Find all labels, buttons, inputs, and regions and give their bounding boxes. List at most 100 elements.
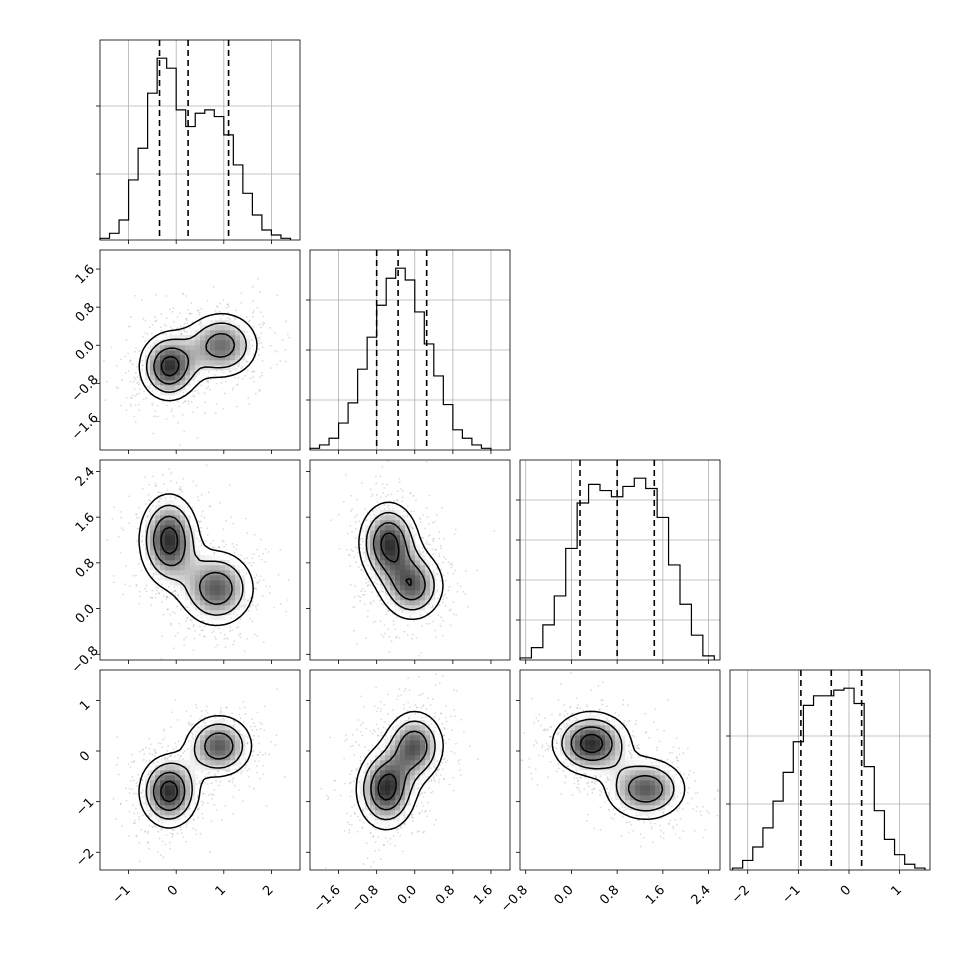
density-cell — [415, 580, 421, 586]
sample-point — [412, 494, 415, 497]
sample-point — [166, 608, 169, 611]
sample-point — [450, 750, 453, 753]
sample-point — [493, 530, 496, 533]
sample-point — [147, 830, 150, 833]
density-cell — [215, 595, 221, 601]
sample-point — [225, 519, 227, 522]
density-cell — [395, 575, 401, 581]
sample-point — [448, 738, 451, 741]
sample-point — [229, 371, 232, 373]
sample-point — [208, 505, 211, 508]
sample-point — [262, 315, 264, 318]
sample-point — [455, 614, 458, 616]
density-cell — [400, 570, 406, 576]
sample-point — [364, 745, 367, 748]
sample-point — [367, 580, 370, 583]
sample-point — [207, 380, 210, 383]
sample-point — [143, 753, 146, 756]
sample-point — [185, 295, 188, 297]
sample-point — [154, 751, 157, 754]
sample-point — [157, 578, 160, 580]
sample-point — [196, 437, 199, 440]
sample-point — [240, 605, 243, 608]
density-cell — [155, 350, 161, 356]
sample-point — [140, 828, 143, 831]
density-cell — [160, 510, 166, 516]
density-cell — [215, 345, 221, 351]
density-cell — [195, 570, 201, 576]
sample-point — [146, 333, 149, 335]
sample-point — [258, 579, 261, 582]
sample-point — [177, 594, 180, 597]
sample-point — [187, 400, 190, 402]
sample-point — [128, 787, 131, 790]
density-cell — [175, 520, 181, 526]
density-cell — [165, 565, 171, 571]
sample-point — [453, 709, 456, 711]
sample-point — [370, 495, 373, 498]
sample-point — [232, 522, 235, 525]
sample-point — [426, 515, 429, 518]
sample-point — [148, 386, 151, 389]
sample-point — [258, 323, 261, 326]
density-cell — [165, 505, 171, 511]
sample-point — [138, 409, 141, 411]
sample-point — [438, 718, 441, 720]
density-cell — [225, 560, 231, 566]
sample-point — [164, 843, 167, 846]
density-cell — [400, 580, 406, 586]
density-cell — [235, 725, 241, 731]
sample-point — [215, 808, 218, 811]
density-cell — [215, 615, 221, 621]
sample-point — [193, 390, 196, 393]
sample-point — [364, 508, 367, 511]
density-cell — [180, 380, 186, 386]
sample-point — [259, 721, 262, 724]
sample-point — [163, 323, 166, 326]
sample-point — [447, 589, 450, 592]
density-cell — [405, 565, 411, 571]
sample-point — [230, 616, 233, 619]
sample-point — [264, 752, 267, 755]
density-cell — [210, 750, 216, 756]
sample-point — [169, 847, 172, 850]
density-cell — [175, 385, 181, 391]
sample-point — [351, 530, 353, 533]
density-cell — [200, 360, 206, 366]
sample-point — [450, 562, 453, 565]
sample-point — [166, 489, 169, 492]
density-cell — [210, 360, 216, 366]
sample-point — [449, 624, 452, 627]
sample-point — [135, 347, 137, 350]
density-cell — [220, 570, 226, 576]
sample-point — [163, 737, 166, 739]
sample-point — [436, 572, 439, 575]
sample-point — [374, 730, 376, 733]
density-cell — [150, 550, 156, 556]
sample-point — [258, 336, 261, 339]
density-cell — [210, 585, 216, 591]
sample-point — [151, 596, 153, 599]
sample-point — [202, 721, 205, 724]
density-cell — [230, 330, 236, 336]
density-cell — [405, 535, 411, 541]
sample-point — [446, 759, 449, 762]
sample-point — [180, 832, 183, 834]
sample-point — [215, 638, 217, 641]
sample-point — [232, 546, 235, 548]
sample-point — [171, 835, 174, 838]
sample-point — [147, 841, 150, 844]
sample-point — [441, 722, 444, 725]
sample-point — [283, 775, 286, 778]
sample-point — [213, 546, 216, 549]
sample-point — [222, 407, 225, 410]
sample-point — [369, 584, 372, 587]
density-cell — [230, 355, 236, 361]
sample-point — [185, 606, 188, 609]
sample-point — [197, 496, 199, 498]
sample-point — [360, 590, 363, 593]
sample-point — [199, 718, 201, 721]
sample-point — [353, 605, 356, 608]
sample-point — [411, 527, 414, 530]
sample-point — [161, 821, 163, 824]
